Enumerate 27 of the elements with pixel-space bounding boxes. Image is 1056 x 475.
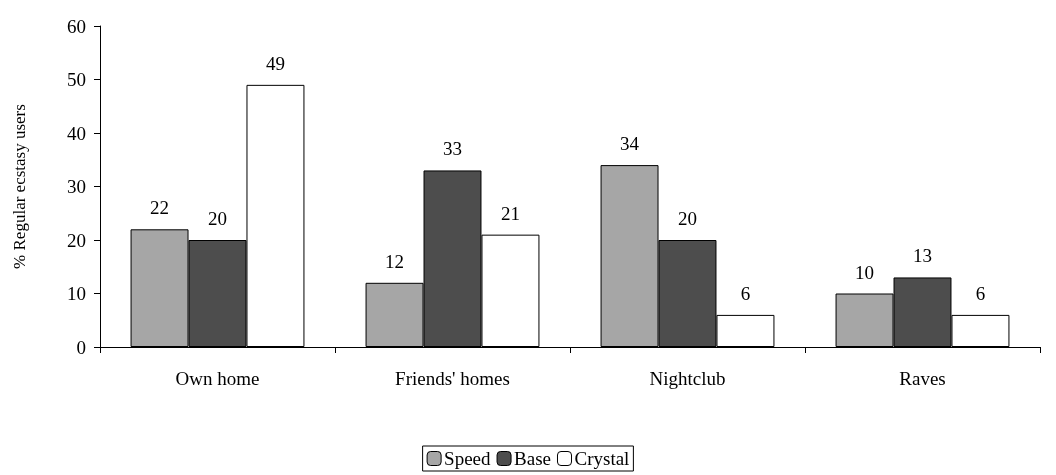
data-label: 6 <box>740 282 751 304</box>
data-label: 21 <box>500 202 520 224</box>
y-tick-label: 0 <box>76 336 86 358</box>
data-label: 49 <box>265 52 285 74</box>
data-label: 12 <box>385 250 405 272</box>
y-tick-label: 20 <box>67 229 86 251</box>
data-label: 13 <box>913 245 932 267</box>
y-tick-label: 40 <box>67 122 86 144</box>
data-label: 20 <box>208 208 227 229</box>
data-label: 10 <box>855 261 875 283</box>
y-tick-label: 60 <box>67 15 86 37</box>
legend-label: Crystal <box>574 448 630 469</box>
y-axis-title: % Regular ecstasy users <box>10 104 29 269</box>
legend-label: Base <box>514 448 551 469</box>
x-tick-label: Friends' homes <box>395 368 510 389</box>
data-label: 34 <box>620 133 640 155</box>
x-tick-label: Raves <box>899 368 946 389</box>
data-label: 22 <box>150 197 170 219</box>
y-tick-label: 10 <box>67 283 86 304</box>
data-label: 20 <box>678 208 697 229</box>
data-label: 6 <box>975 282 986 304</box>
y-tick-label: 50 <box>67 69 86 90</box>
data-label: 33 <box>443 138 462 160</box>
legend-label: Speed <box>444 448 492 469</box>
x-tick-label: Own home <box>175 368 260 389</box>
x-tick-label: Nightclub <box>649 368 726 389</box>
y-tick-label: 30 <box>67 176 86 197</box>
